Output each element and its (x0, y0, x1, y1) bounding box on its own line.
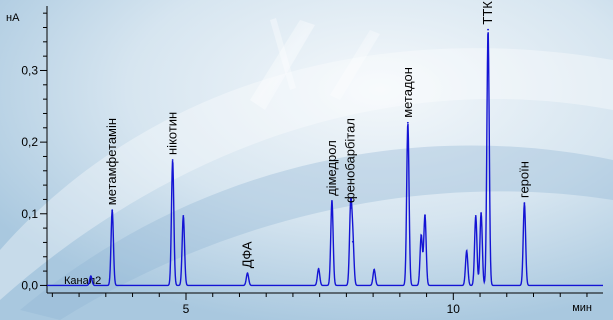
peak-apex (373, 268, 376, 271)
x-tick-label: 10 (447, 302, 461, 316)
peak-apex (89, 275, 92, 278)
peak-apex (480, 212, 483, 214)
peak-label: героїн (516, 161, 531, 198)
peak-label: дімедрол (324, 140, 339, 196)
peak-apex (317, 268, 320, 270)
peak-apex (465, 250, 468, 252)
x-axis-unit: мин (572, 302, 592, 314)
peak-label: ТТК (480, 1, 495, 25)
y-tick-label: 0,0 (21, 278, 38, 292)
x-tick-label: 5 (183, 302, 190, 316)
peak-apex (351, 240, 354, 243)
y-tick-label: 0,3 (21, 63, 38, 77)
peak-apex (424, 214, 426, 217)
peak-apex (523, 202, 526, 204)
y-axis-unit: нА (6, 12, 20, 24)
peak-label: фенобарбітал (343, 118, 358, 203)
trace-layer (47, 28, 603, 287)
peak-apex (406, 121, 409, 124)
peak-label: ДФА (240, 241, 255, 268)
peak-apex (349, 207, 352, 209)
y-tick-label: 0,2 (21, 135, 38, 149)
peak-apex (487, 28, 489, 31)
peak-apex (474, 215, 477, 217)
peak-label: метадон (400, 67, 415, 118)
peak-label: нікотин (165, 112, 180, 155)
chromatogram-trace (47, 32, 603, 287)
peak-apex (331, 199, 333, 202)
axis-ticks: 0,0 0,1 0,2 0,3 5 10 (21, 12, 588, 316)
peak-label: метамфетамін (104, 118, 119, 205)
peak-labels: метамфетамін нікотин ДФА дімедрол фенобарбіт… (104, 1, 531, 268)
peak-apex (111, 209, 114, 212)
y-tick-label: 0,1 (21, 207, 38, 221)
peak-apex (420, 234, 423, 237)
peak-apex (171, 159, 174, 161)
peak-apex (182, 215, 185, 217)
peak-apex (246, 272, 249, 275)
